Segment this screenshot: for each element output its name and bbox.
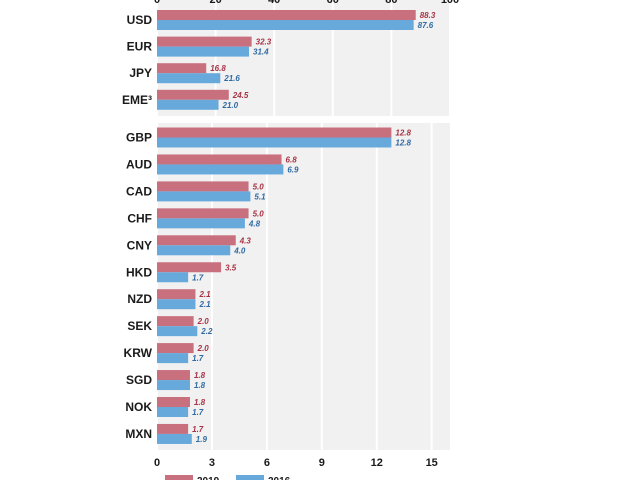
bar-2019-hkd	[157, 262, 222, 273]
bar-2016-chf	[157, 218, 245, 229]
category-label-mxn: MXN	[125, 427, 152, 441]
value-label-2016-chf: 4.8	[248, 219, 261, 228]
bar-2019-usd	[157, 10, 416, 20]
x-tick-label-2-0: 0	[154, 457, 160, 469]
bar-2016-sek	[157, 326, 198, 337]
value-label-2016-nok: 1.7	[192, 408, 204, 417]
x-tick-label-1-3: 60	[327, 0, 339, 6]
value-label-2016-sgd: 1.8	[194, 381, 206, 390]
bar-2016-cny	[157, 245, 231, 256]
bar-2016-nok	[157, 407, 189, 417]
x-tick-label-1-5: 100	[441, 0, 459, 6]
x-tick-label-2-1: 3	[209, 457, 215, 469]
category-label-krw: KRW	[124, 346, 153, 360]
x-tick-label-1-0: 0	[154, 0, 160, 6]
x-tick-label-2-3: 9	[319, 457, 325, 469]
bar-2016-aud	[157, 164, 284, 175]
category-label-eur: EUR	[127, 40, 153, 54]
value-label-2019-gbp: 12.8	[395, 129, 411, 138]
bar-2019-krw	[157, 343, 194, 354]
bar-2016-usd	[157, 20, 414, 30]
bar-2019-sgd	[157, 370, 190, 381]
bar-2019-eur	[157, 36, 252, 47]
value-label-2019-chf: 5.0	[253, 209, 265, 218]
bar-2016-krw	[157, 353, 189, 364]
bar-2016-jpy	[157, 73, 221, 84]
category-label-nok: NOK	[125, 400, 152, 414]
category-label-sek: SEK	[127, 319, 152, 333]
bar-2016-hkd	[157, 272, 189, 283]
value-label-2019-aud: 6.8	[286, 155, 298, 164]
value-label-2019-nzd: 2.1	[198, 290, 211, 299]
x-tick-label-1-4: 80	[385, 0, 397, 6]
bar-2019-nzd	[157, 289, 196, 300]
bar-2019-mxn	[157, 423, 189, 434]
bar-2019-sek	[157, 316, 194, 327]
category-label-gbp: GBP	[126, 131, 152, 145]
value-label-2016-usd: 87.6	[418, 21, 434, 30]
bar-2016-gbp	[157, 137, 392, 148]
x-tick-label-1-1: 20	[209, 0, 221, 6]
bar-2019-gbp	[157, 127, 392, 138]
value-label-2016-jpy: 21.6	[223, 74, 240, 83]
bar-2019-eme	[157, 89, 229, 100]
bar-2019-cad	[157, 181, 249, 192]
bar-2016-sgd	[157, 380, 190, 391]
x-tick-label-1-2: 40	[268, 0, 280, 6]
category-label-chf: CHF	[127, 211, 152, 225]
bar-2019-chf	[157, 208, 249, 219]
bar-2016-eme	[157, 99, 219, 110]
value-label-2016-mxn: 1.9	[196, 435, 208, 444]
category-label-jpy: JPY	[129, 66, 152, 80]
value-label-2019-sgd: 1.8	[194, 371, 206, 380]
category-label-usd: USD	[127, 13, 153, 27]
x-tick-label-2-5: 15	[426, 457, 438, 469]
category-label-cad: CAD	[126, 184, 152, 198]
value-label-2019-eur: 32.3	[256, 38, 272, 47]
value-label-2016-hkd: 1.7	[192, 273, 204, 282]
bar-2019-aud	[157, 154, 282, 165]
value-label-2016-krw: 1.7	[192, 354, 204, 363]
category-label-nzd: NZD	[127, 292, 152, 306]
value-label-2016-eur: 31.4	[253, 48, 269, 57]
category-label-hkd: HKD	[126, 265, 152, 279]
value-label-2016-cad: 5.1	[254, 192, 266, 201]
category-label-cny: CNY	[127, 238, 152, 252]
value-label-2019-cny: 4.3	[239, 236, 252, 245]
category-label-eme: EME³	[122, 93, 152, 107]
value-label-2016-eme: 21.0	[222, 101, 239, 110]
x-tick-label-2-4: 12	[371, 457, 383, 469]
bar-2019-nok	[157, 397, 190, 407]
x-tick-label-2-2: 6	[264, 457, 270, 469]
value-label-2019-hkd: 3.5	[225, 263, 237, 272]
value-label-2019-usd: 88.3	[420, 11, 436, 20]
bar-2019-jpy	[157, 63, 207, 74]
legend-swatch-2019	[165, 475, 193, 480]
value-label-2019-jpy: 16.8	[210, 64, 226, 73]
category-label-sgd: SGD	[126, 373, 152, 387]
value-label-2019-eme: 24.5	[232, 91, 249, 100]
value-label-2019-cad: 5.0	[253, 182, 265, 191]
legend-label-2016: 2016	[268, 476, 291, 480]
value-label-2016-sek: 2.2	[200, 327, 213, 336]
value-label-2016-cny: 4.0	[233, 246, 246, 255]
category-label-aud: AUD	[126, 157, 152, 171]
plot-area-2	[157, 123, 450, 450]
value-label-2019-mxn: 1.7	[192, 425, 204, 434]
value-label-2019-sek: 2.0	[197, 317, 210, 326]
value-label-2016-aud: 6.9	[287, 165, 299, 174]
value-label-2016-gbp: 12.8	[395, 139, 411, 148]
bar-2016-cad	[157, 191, 251, 202]
bar-2019-cny	[157, 235, 236, 246]
legend-label-2019: 2019	[197, 476, 220, 480]
legend-swatch-2016	[236, 475, 264, 480]
bar-2016-nzd	[157, 299, 196, 310]
bar-2016-mxn	[157, 433, 192, 444]
value-label-2019-nok: 1.8	[194, 398, 206, 407]
value-label-2019-krw: 2.0	[197, 344, 210, 353]
value-label-2016-nzd: 2.1	[198, 300, 211, 309]
bar-2016-eur	[157, 46, 250, 57]
